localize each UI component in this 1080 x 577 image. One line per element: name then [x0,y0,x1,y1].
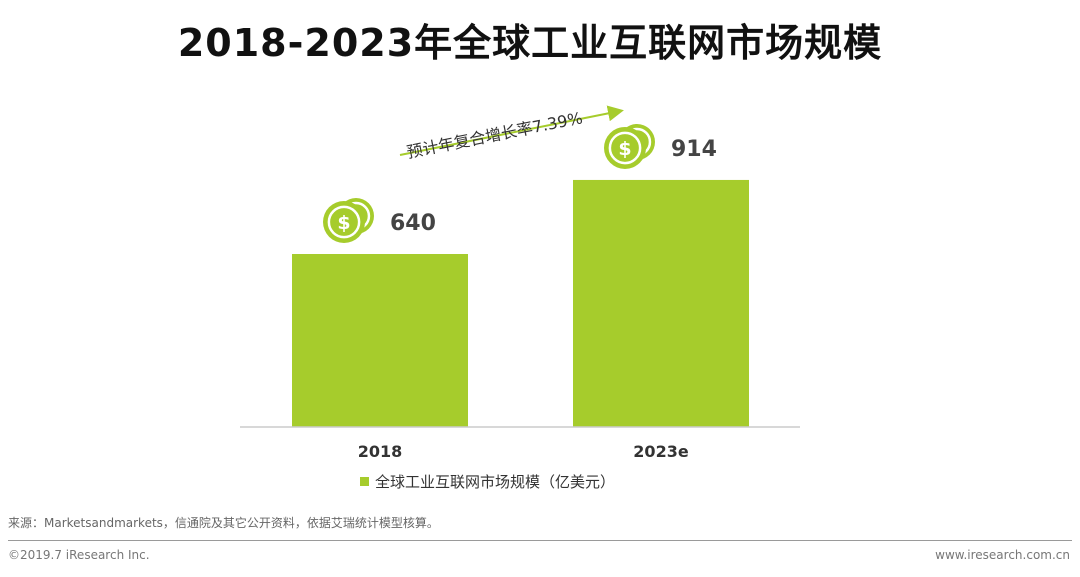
legend-label: 全球工业互联网市场规模（亿美元） [375,473,616,491]
coin-stack-icon: $ [604,123,655,169]
dollar-sign-glyph: $ [618,138,631,160]
chart-title: 2018-2023年全球工业互联网市场规模 [177,21,883,65]
x-tick-label: 2023e [633,442,689,461]
coin-front-ring [608,131,642,165]
cagr-annotation: 预计年复合增长率7.39% [405,108,584,162]
legend-swatch [360,477,369,486]
growth-arrow [399,105,624,156]
coin-front-ring [327,205,361,239]
coin-stack-icon: $ [323,198,374,244]
bar-2023e [573,179,749,427]
legend: 全球工业互联网市场规模（亿美元） [360,471,615,492]
copyright-text: ©2019.7 iResearch Inc. [8,548,150,562]
bar-value-label: 914 [671,137,717,162]
source-note: 来源：Marketsandmarkets，信通院及其它公开资料，依据艾瑞统计模型… [8,516,439,530]
bar-value-label: 640 [390,211,436,236]
x-tick-label: 2018 [358,442,403,461]
dollar-sign-glyph: $ [337,212,350,234]
website-link[interactable]: www.iresearch.com.cn [935,548,1070,562]
footer-divider [8,540,1072,541]
bar-2018 [292,254,468,427]
